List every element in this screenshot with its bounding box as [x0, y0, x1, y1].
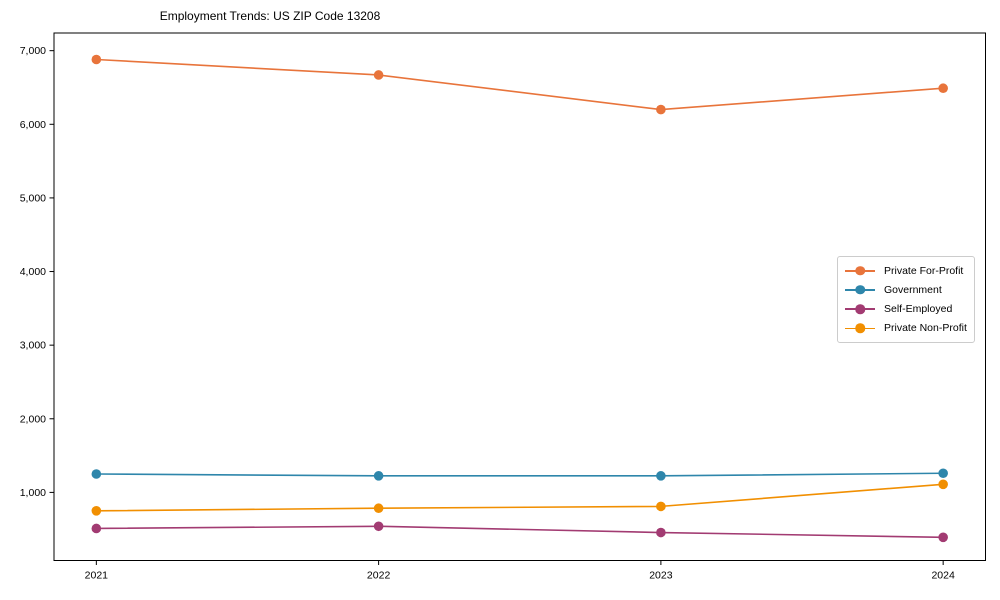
plot-border — [53, 32, 986, 561]
legend-label: Government — [884, 283, 942, 296]
marker-private-non-profit-2023 — [656, 501, 666, 512]
legend-sample-dot — [855, 265, 865, 276]
series-line-government — [96, 472, 944, 477]
series-line-private-for-profit — [96, 58, 944, 111]
legend-item-government: Government — [844, 280, 968, 299]
legend-sample-dot — [855, 323, 865, 334]
marker-self-employed-2024 — [938, 532, 948, 543]
legend-label: Private Non-Profit — [884, 322, 967, 335]
legend-item-private-for-profit: Private For-Profit — [844, 261, 968, 280]
marker-private-non-profit-2024 — [938, 479, 948, 490]
legend-sample-dot — [855, 285, 865, 295]
marker-government-2021 — [91, 469, 102, 479]
marker-self-employed-2021 — [91, 523, 102, 534]
marker-private-non-profit-2022 — [373, 503, 384, 514]
legend-label: Private For-Profit — [884, 264, 964, 277]
marker-private-for-profit-2024 — [938, 83, 948, 94]
marker-government-2024 — [938, 468, 948, 479]
y-tick-label: 3,000 — [20, 340, 46, 352]
chart-title: Employment Trends: US ZIP Code 13208 — [0, 9, 1000, 23]
marker-private-for-profit-2021 — [91, 54, 102, 65]
chart-title-text: Employment Trends: US ZIP Code 13208 — [159, 9, 381, 23]
marker-private-for-profit-2023 — [656, 104, 666, 115]
legend-line-marker-icon — [845, 284, 875, 295]
marker-self-employed-2022 — [373, 521, 384, 532]
marker-private-non-profit-2021 — [91, 506, 102, 516]
legend-line-marker-icon — [845, 323, 875, 334]
legend-item-private-non-profit: Private Non-Profit — [844, 319, 968, 338]
x-tick-label: 2021 — [85, 570, 109, 582]
legend: Private For-Profit Government Self-Employe… — [837, 256, 975, 343]
marker-government-2023 — [656, 471, 666, 481]
series-line-private-non-profit — [96, 483, 944, 512]
y-tick-label: 4,000 — [20, 266, 46, 278]
y-tick-label: 5,000 — [20, 192, 46, 204]
x-tick-label: 2022 — [367, 570, 391, 582]
legend-label: Self-Employed — [884, 303, 953, 316]
legend-line-marker-icon — [845, 304, 875, 315]
x-tick-label: 2024 — [931, 570, 955, 582]
x-tick-label: 2023 — [649, 570, 673, 582]
y-tick-label: 6,000 — [20, 119, 46, 131]
legend-sample-dot — [855, 304, 865, 314]
marker-private-for-profit-2022 — [373, 70, 384, 80]
legend-item-self-employed: Self-Employed — [844, 300, 968, 319]
y-tick-label: 1,000 — [20, 487, 46, 499]
marker-government-2022 — [373, 471, 384, 481]
marker-self-employed-2023 — [656, 527, 666, 538]
series-line-self-employed — [96, 525, 944, 539]
y-tick-label: 7,000 — [20, 45, 46, 57]
legend-line-marker-icon — [845, 265, 875, 276]
y-tick-label: 2,000 — [20, 413, 46, 425]
